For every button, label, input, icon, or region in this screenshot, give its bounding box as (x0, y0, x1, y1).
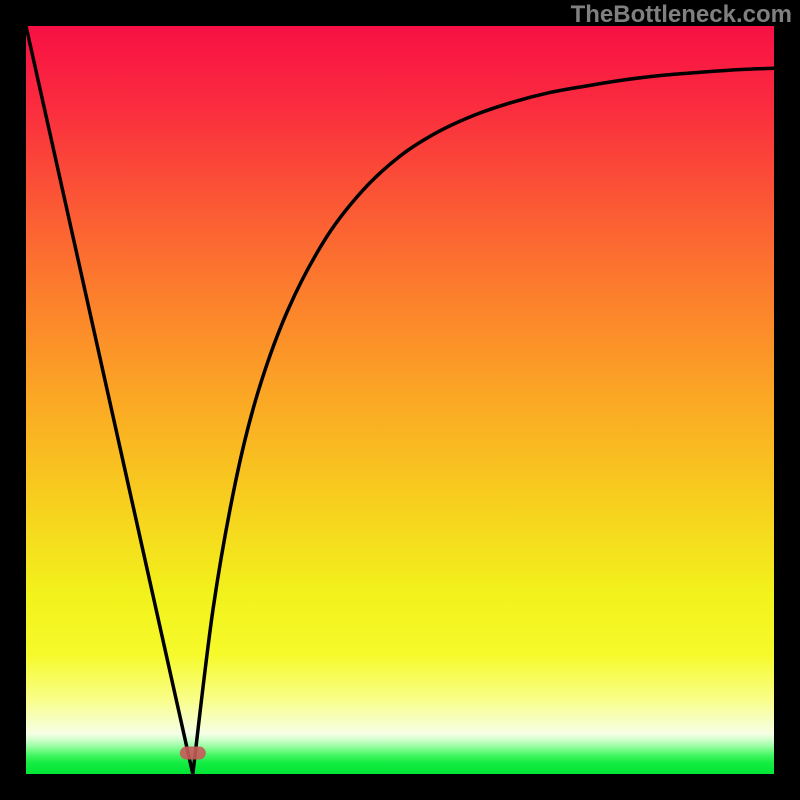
gradient-background (26, 26, 774, 774)
watermark-text: TheBottleneck.com (571, 1, 792, 28)
optimal-point-marker (180, 747, 206, 760)
